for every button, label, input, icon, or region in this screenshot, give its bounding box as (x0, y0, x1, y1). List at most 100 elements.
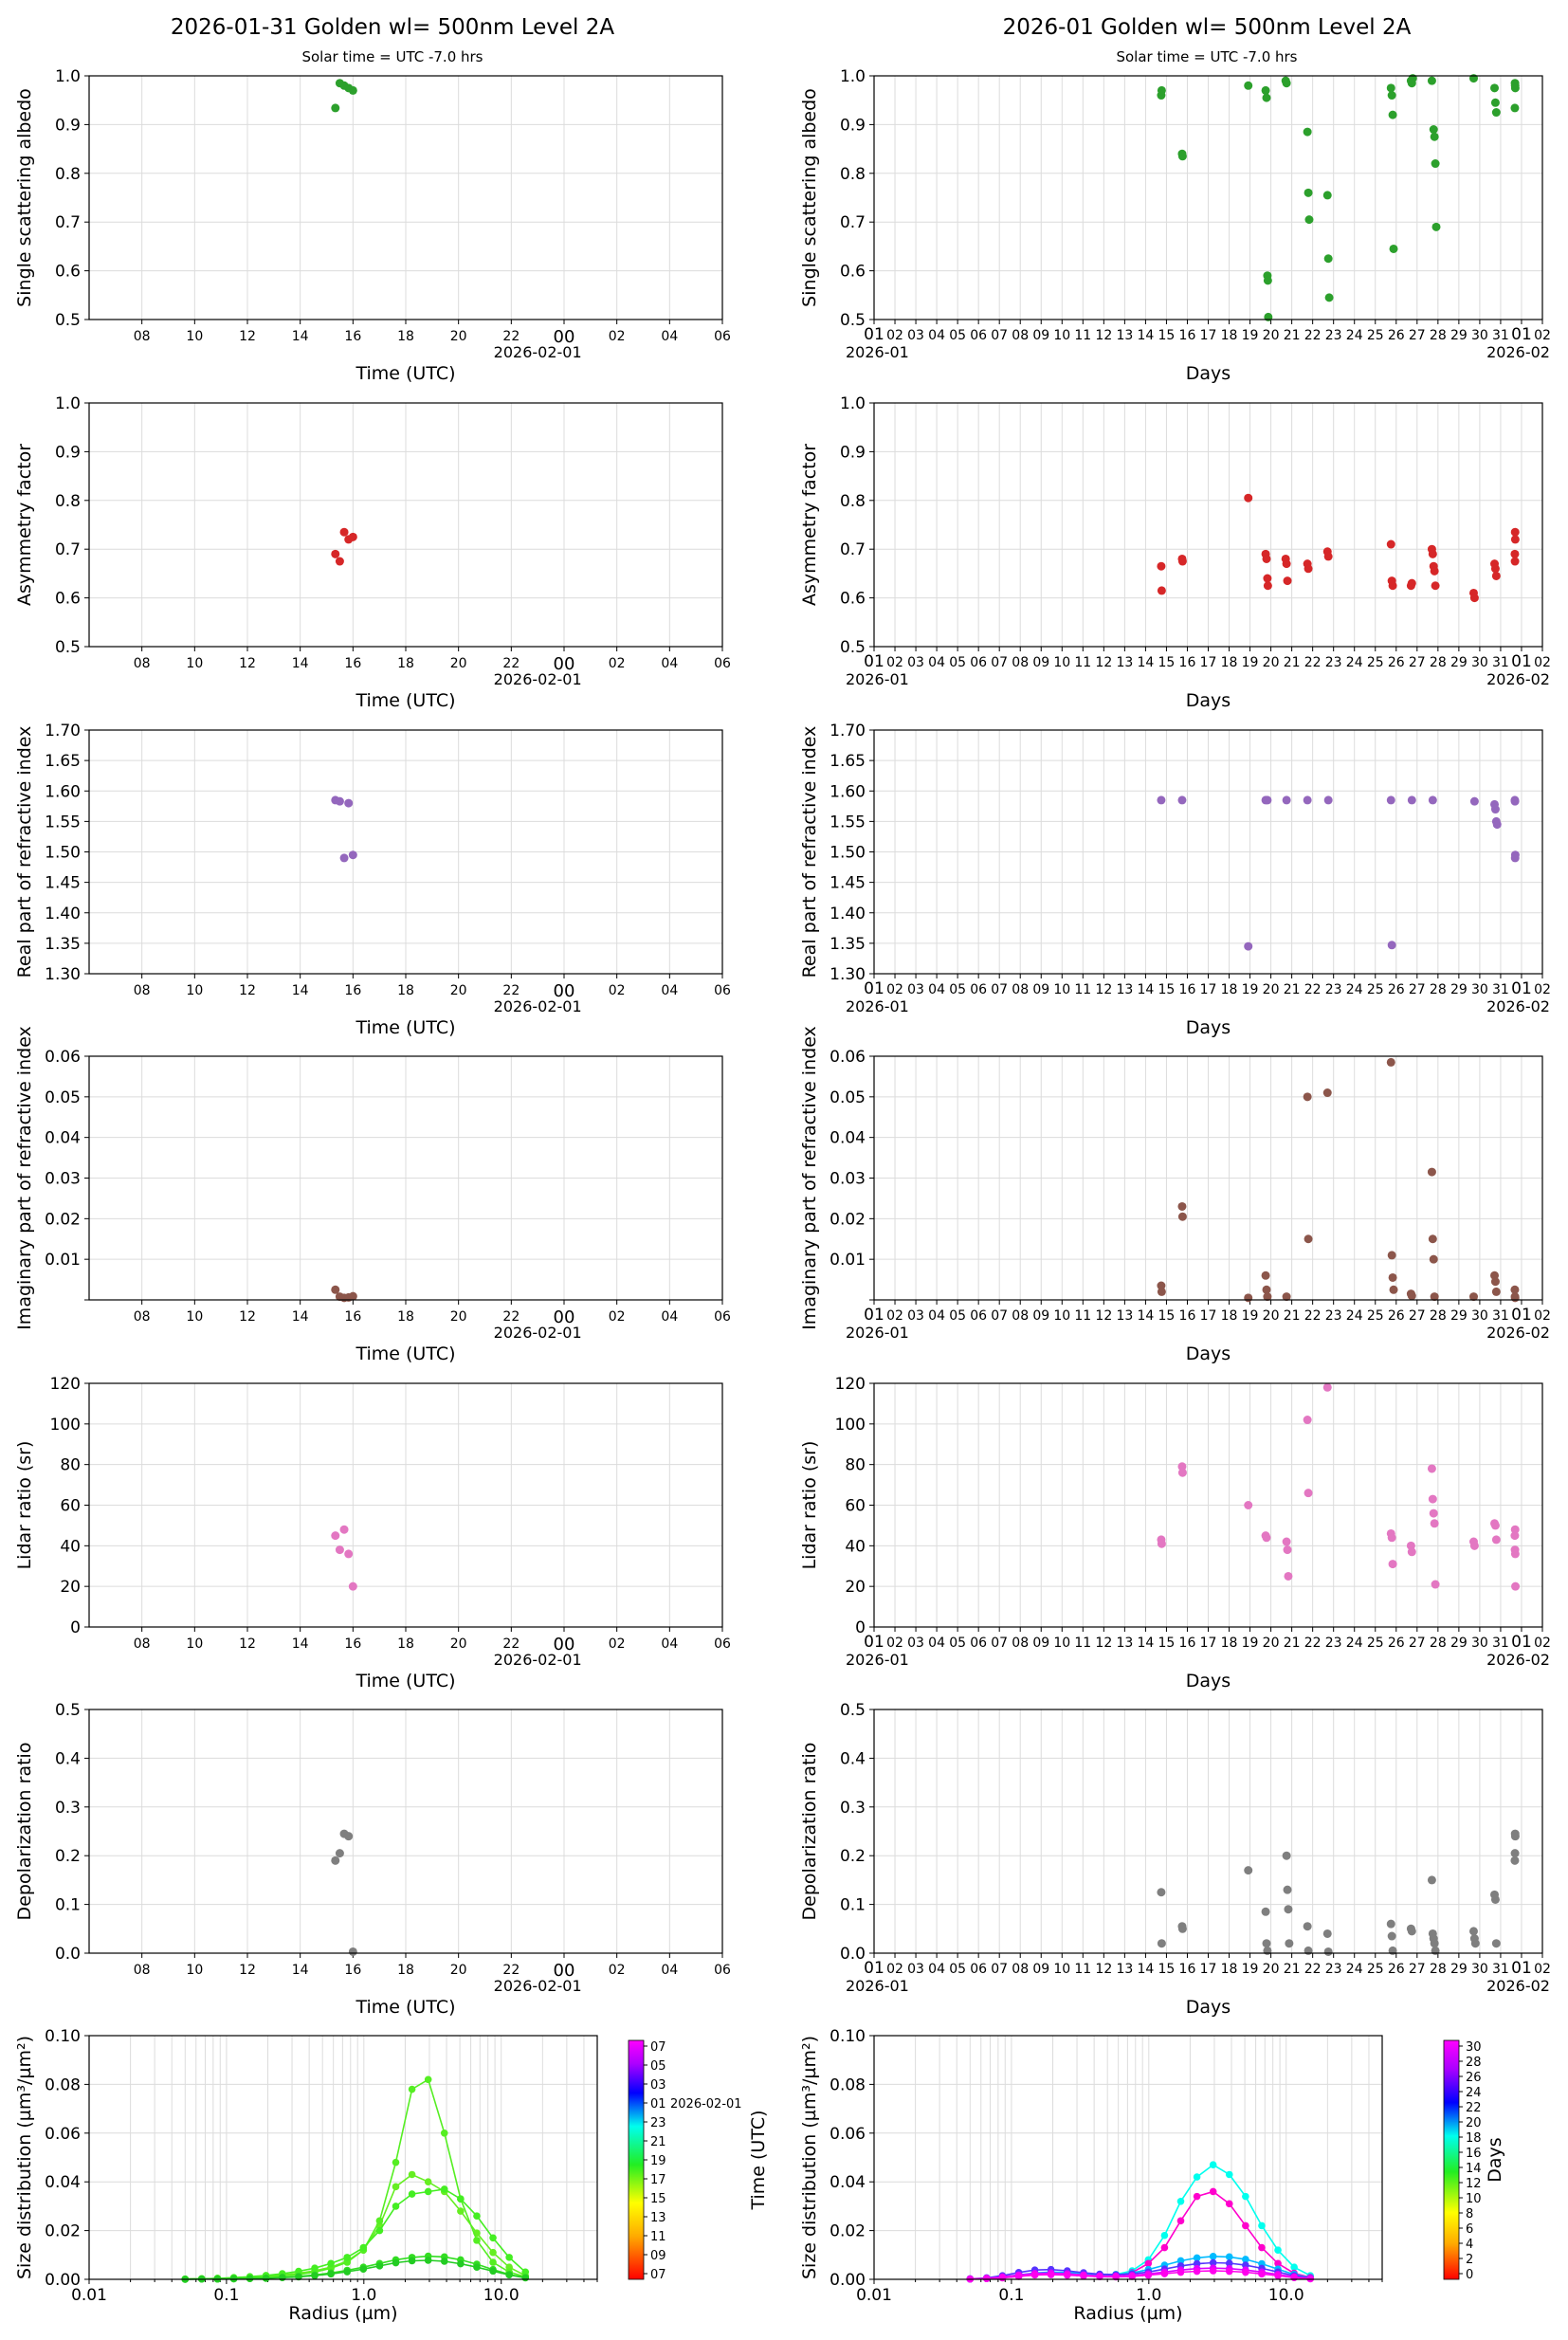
ssa-daily-xtick-label: 22 (502, 329, 520, 344)
ssa-monthly-xtick-label: 27 (1409, 328, 1426, 343)
asym-monthly-xtick-label: 28 (1430, 655, 1447, 670)
size-daily-series-point (473, 2237, 481, 2244)
lidar-monthly-point (1469, 1541, 1479, 1550)
rri-monthly-start-label: 2026-01 (846, 997, 909, 1015)
asym-daily-xlabel: Time (UTC) (355, 690, 455, 711)
size-monthly-series-point (1225, 2200, 1233, 2208)
size-monthly-series-point (1258, 2221, 1266, 2230)
time-colorbar-tick-label: 15 (650, 2192, 666, 2206)
time-colorbar-tick-label: 11 (650, 2230, 666, 2244)
size-monthly-series-point (1176, 2268, 1185, 2276)
lidar-monthly-point (1429, 1508, 1438, 1518)
lidar-monthly-xtick-label: 13 (1116, 1636, 1133, 1651)
rri-monthly-ytick-label: 1.65 (830, 752, 866, 771)
asym-monthly-frame (873, 402, 1543, 648)
ssa-monthly-point (1387, 91, 1396, 101)
depol-daily-xtick-label: 20 (450, 1963, 467, 1978)
depol-monthly-chart: 0.0 0.1 0.2 0.3 0.4 0.5 Depolarization ratio 01… (799, 1701, 1551, 2018)
size-monthly-series-point (1096, 2273, 1103, 2280)
ssa-monthly-point (1323, 254, 1333, 264)
depol-monthly-ytick-label: 0.0 (840, 1945, 866, 1964)
lidar-daily-ytick-label: 40 (60, 1537, 81, 1556)
lidar-monthly-point (1428, 1494, 1437, 1504)
size-monthly-series-point (1144, 2271, 1153, 2279)
rri-daily-xtick-label: 20 (450, 983, 467, 998)
lidar-monthly-point (1431, 1580, 1440, 1589)
size-daily-series-point (489, 2258, 497, 2266)
lidar-monthly-point (1510, 1525, 1520, 1534)
rri-daily-xtick-label: 10 (186, 983, 203, 998)
asym-monthly-point (1510, 527, 1520, 537)
asym-monthly-point (1157, 561, 1166, 571)
rri-monthly-point (1157, 795, 1166, 805)
asym-daily-ytick-label: 0.8 (55, 492, 81, 511)
ssa-monthly-xtick-label: 03 (907, 328, 924, 343)
rri-daily-xtick-label: 08 (134, 983, 151, 998)
ssa-daily-xtick-label: 18 (397, 329, 414, 344)
ssa-daily-ytick-label: 0.9 (55, 116, 81, 135)
ssa-monthly-xtick-label: 25 (1367, 328, 1384, 343)
depol-monthly-xtick-label: 07 (991, 1962, 1008, 1977)
rri-monthly-ytick-label: 1.55 (830, 813, 866, 832)
left-column-subtitle: Solar time = UTC -7.0 hrs (301, 48, 483, 65)
lidar-daily-ytick-label: 120 (50, 1375, 81, 1394)
rri-daily-ytick-label: 1.60 (45, 782, 81, 801)
ssa-monthly-point (1261, 85, 1270, 95)
depol-monthly-xtick-label: 04 (928, 1962, 945, 1977)
depol-monthly-point (1262, 1939, 1271, 1948)
asym-monthly-xtick-label: 31 (1492, 655, 1509, 670)
rri-monthly-xtick-label: 08 (1012, 982, 1029, 997)
days-colorbar-tick-label: 20 (1466, 2116, 1482, 2130)
size-daily-series-point (408, 2190, 416, 2198)
ssa-monthly-point (1491, 108, 1501, 118)
rri-monthly-point (1428, 795, 1437, 805)
lidar-monthly-xtick-label: 27 (1409, 1636, 1426, 1651)
size-daily-series-point (408, 2085, 416, 2093)
rri-monthly-xtick-label: 11 (1074, 982, 1091, 997)
ssa-monthly-chart: 0.5 0.6 0.7 0.8 0.9 1.0 Single scattering albe… (799, 67, 1551, 384)
size-monthly-series-point (1176, 2217, 1185, 2225)
lidar-monthly-xtick-label: 12 (1095, 1636, 1112, 1651)
iri-daily-ytick-label: 0.01 (45, 1251, 81, 1270)
iri-monthly-point (1387, 1251, 1396, 1260)
size-daily-series-point (505, 2254, 513, 2261)
ssa-daily-date-label: 2026-02-01 (494, 343, 582, 361)
asym-daily-xtick-label: 12 (239, 656, 256, 671)
asym-monthly-point (1510, 557, 1520, 566)
size-monthly-series-point (1030, 2271, 1039, 2279)
iri-monthly-xtick-label: 25 (1367, 1308, 1384, 1324)
asym-monthly-xlabel: Days (1186, 690, 1231, 711)
iri-monthly-xtick-label: 29 (1450, 1308, 1468, 1324)
depol-monthly-xtick-label: 29 (1450, 1962, 1468, 1977)
asym-monthly-xtick-label: 20 (1263, 655, 1280, 670)
depol-daily-chart: 0.0 0.1 0.2 0.3 0.4 0.5 Depolarization ratio 08… (14, 1701, 731, 2018)
lidar-daily-xtick-label: 06 (714, 1636, 731, 1652)
lidar-daily-ytick-label: 100 (50, 1416, 81, 1435)
ssa-monthly-start-label: 2026-01 (846, 343, 909, 361)
asym-daily-xtick-label: 08 (134, 656, 151, 671)
lidar-daily-ytick-label: 20 (60, 1578, 81, 1597)
lidar-monthly-xtick-label: 25 (1367, 1636, 1384, 1651)
size-daily-xtick-label: 0.01 (71, 2286, 107, 2305)
depol-monthly-point (1510, 1856, 1520, 1865)
iri-monthly-point (1386, 1057, 1395, 1067)
rri-monthly-xtick-label: 16 (1179, 982, 1196, 997)
ssa-monthly-point (1429, 125, 1438, 135)
size-monthly-ylabel: Size distribution (µm³/µm²) (799, 2036, 820, 2279)
rri-monthly-ytick-label: 1.45 (830, 874, 866, 893)
asym-monthly-point (1407, 578, 1416, 588)
lidar-monthly-point (1407, 1547, 1416, 1557)
lidar-daily-point (331, 1531, 340, 1541)
ssa-monthly-point (1157, 85, 1166, 95)
depol-monthly-point (1322, 1929, 1332, 1938)
size-daily-xlabel: Radius (µm) (288, 2303, 397, 2324)
time-colorbar-label: Time (UTC) (748, 2110, 769, 2210)
ssa-daily-ytick-label: 0.8 (55, 165, 81, 184)
iri-monthly-point (1388, 1272, 1397, 1282)
size-daily-xtick-label: 0.1 (213, 2286, 239, 2305)
iri-monthly-point (1261, 1271, 1270, 1280)
rri-daily-ytick-label: 1.30 (45, 965, 81, 984)
time-colorbar-tick-label: 07 (650, 2268, 666, 2282)
ssa-monthly-xtick-label: 02 (1534, 328, 1551, 343)
ssa-monthly-point (1510, 83, 1520, 93)
